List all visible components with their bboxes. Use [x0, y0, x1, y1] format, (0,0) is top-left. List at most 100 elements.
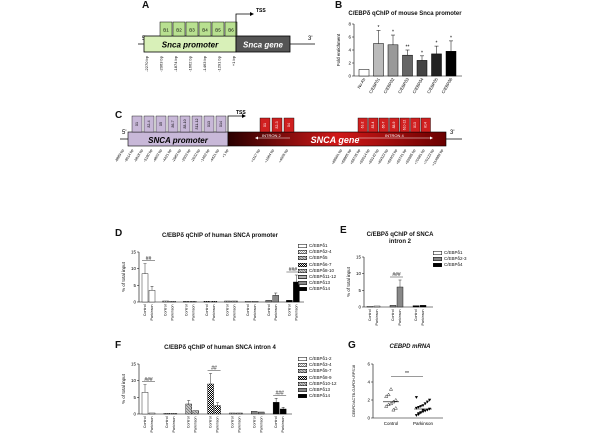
- d-bar: [251, 301, 259, 303]
- b-xtick: C/EBPδ2: [382, 76, 395, 94]
- d-xtick: Control: [184, 304, 188, 316]
- c-intron4-box: [410, 117, 421, 133]
- c-intron4-box-label: δ13: [413, 122, 417, 128]
- d-legend-swatch: [298, 287, 307, 292]
- g-parkinson-point: [425, 400, 429, 404]
- b-bar: [358, 69, 370, 77]
- panel-f-title: C/EBPδ qChIP of human SNCA intron 4: [164, 345, 276, 351]
- f-bar: [272, 402, 280, 415]
- panel-d-title: C/EBPδ qChIP of human SNCA promoter: [162, 233, 278, 239]
- d-xtick: Parkinson: [233, 305, 237, 321]
- a-box-B5: [211, 21, 225, 37]
- f-legend-label: C/EBPδ3-4: [309, 362, 332, 368]
- b-xtick: C/EBPδ1: [368, 76, 381, 94]
- c-intron2-position: +4505 bp: [278, 149, 289, 164]
- d-legend-label: C/EBPδ14: [309, 286, 331, 292]
- e-xtick: Parkinson: [421, 310, 425, 326]
- d-xtick: Parkinson: [294, 305, 298, 321]
- b-ytick: 4: [348, 48, 351, 53]
- f-legend-item: C/EBPδ1-2: [298, 356, 337, 362]
- e-legend-label: C/EBPδ2-3: [444, 256, 467, 262]
- c-promoter-box-label: δ8-10: [183, 119, 187, 128]
- c-intron4-box-label: δ14: [424, 122, 428, 128]
- g-parkinson-point: [421, 410, 425, 414]
- d-sig: ##: [146, 256, 152, 262]
- f-legend-swatch: [298, 363, 307, 368]
- c-promoter-box-label: δ5: [159, 122, 163, 126]
- f-legend-item: C/EBPδ3-4: [298, 362, 337, 368]
- g-ytick: 0: [367, 416, 370, 421]
- c-intron2-box: [259, 117, 271, 133]
- c-intron4-box-label: δ5-7: [382, 121, 386, 128]
- g-parkinson-point: [414, 406, 418, 410]
- a-box-label-B4: B4: [202, 28, 208, 33]
- d-xtick: Parkinson: [171, 305, 175, 321]
- panel-a-diagram: 5' 3' Snca promoter Snca gene B1B2B3B4B5…: [138, 8, 315, 72]
- c-promoter-position: -4421 bp: [162, 148, 173, 162]
- c-promoter-box: [155, 115, 167, 133]
- e-xtick: Parkinson: [375, 310, 379, 326]
- d-xtick: Parkinson: [274, 305, 278, 321]
- c-promoter-box: [167, 115, 179, 133]
- a-position-label: +1 bp: [231, 55, 236, 66]
- e-bar: [396, 286, 404, 308]
- b-xtick: C/EBPδ6: [440, 76, 453, 94]
- c-intron4-box-label: δ1-2: [361, 121, 365, 128]
- a-position-label: -1463 bp: [202, 55, 207, 72]
- panel-label-b: B: [335, 0, 343, 11]
- f-bar: [148, 412, 156, 415]
- g-parkinson-point: [421, 408, 425, 412]
- a-position-label: -2270 bp: [144, 55, 149, 72]
- f-xtick: Control: [165, 416, 169, 428]
- d-legend-label: C/EBPδ11-12: [309, 273, 337, 279]
- c-promoter-position: -5180 bp: [143, 148, 154, 162]
- f-legend-swatch: [298, 381, 307, 386]
- f-legend-label: C/EBPδ10-12: [309, 380, 337, 386]
- g-parkinson-point: [421, 404, 425, 407]
- f-sig: ###: [275, 390, 284, 396]
- f-sig: ##: [211, 366, 217, 372]
- e-ylabel: % of total input: [346, 266, 351, 297]
- c-promoter-box: [203, 115, 215, 133]
- c-intron2-box-label: δ4: [287, 123, 291, 127]
- d-sig: ###: [289, 267, 298, 273]
- c-intron2-position: +1564 bp: [264, 149, 275, 164]
- e-sig: ###: [392, 272, 401, 278]
- c-promoter-position: -2983 bp: [171, 148, 182, 162]
- b-xtick: C/EBPδ4: [411, 76, 424, 94]
- d-xtick: Parkinson: [253, 305, 257, 321]
- d-bar: [224, 300, 231, 303]
- panel-g-chart: 0 2 4 6 CEBPD/ACTB-GAPDH-RPS18 ** Control Parki…: [352, 362, 443, 426]
- panel-b-title: C/EBPδ qChIP of mouse Snca promoter: [348, 11, 462, 17]
- d-legend-item: C/EBPδ13: [298, 280, 336, 286]
- b-sig: **: [406, 45, 410, 51]
- panel-label-a: A: [142, 0, 150, 11]
- f-legend-label: C/EBPδ14: [309, 393, 331, 399]
- e-legend-label: C/EBPδ4: [444, 262, 463, 268]
- g-parkinson-point: [414, 414, 418, 417]
- a-box-B1: [159, 21, 173, 37]
- c-intron2-box: [271, 117, 283, 133]
- b-bar: [387, 44, 399, 77]
- a-box-label-B1: B1: [163, 28, 169, 33]
- e-ytick: 5: [358, 288, 361, 293]
- panel-e-legend: C/EBPδ1 C/EBPδ2-3 C/EBPδ4: [433, 250, 467, 269]
- c-tss-label: TSS: [236, 110, 246, 116]
- snca-promoter-label: Snca promoter: [162, 41, 219, 50]
- e-bar: [366, 306, 374, 308]
- g-ytick: 6: [367, 362, 370, 367]
- a-box-label-B5: B5: [215, 28, 221, 33]
- a-position-label: -1874 bp: [173, 55, 178, 72]
- b-ytick: 6: [348, 35, 351, 40]
- e-xtick: Control: [368, 309, 372, 321]
- f-legend-item: C/EBPδ10-12: [298, 381, 337, 387]
- snca-gene-label: Snca gene: [243, 41, 284, 50]
- f-legend-label: C/EBPδ1-2: [309, 356, 332, 361]
- a-position-label: -1662 bp: [188, 55, 193, 72]
- c-promoter-position: -8014 bp: [124, 148, 135, 162]
- g-xtick-parkinson: Parkinson: [413, 421, 434, 426]
- panel-b-chart: 0 2 4 6 8 Fold enrichment No Ab * C/EBPδ1 * C/EBPδ…: [336, 22, 462, 94]
- e-legend-label: C/EBPδ1: [444, 250, 463, 255]
- d-legend-swatch: [298, 262, 307, 267]
